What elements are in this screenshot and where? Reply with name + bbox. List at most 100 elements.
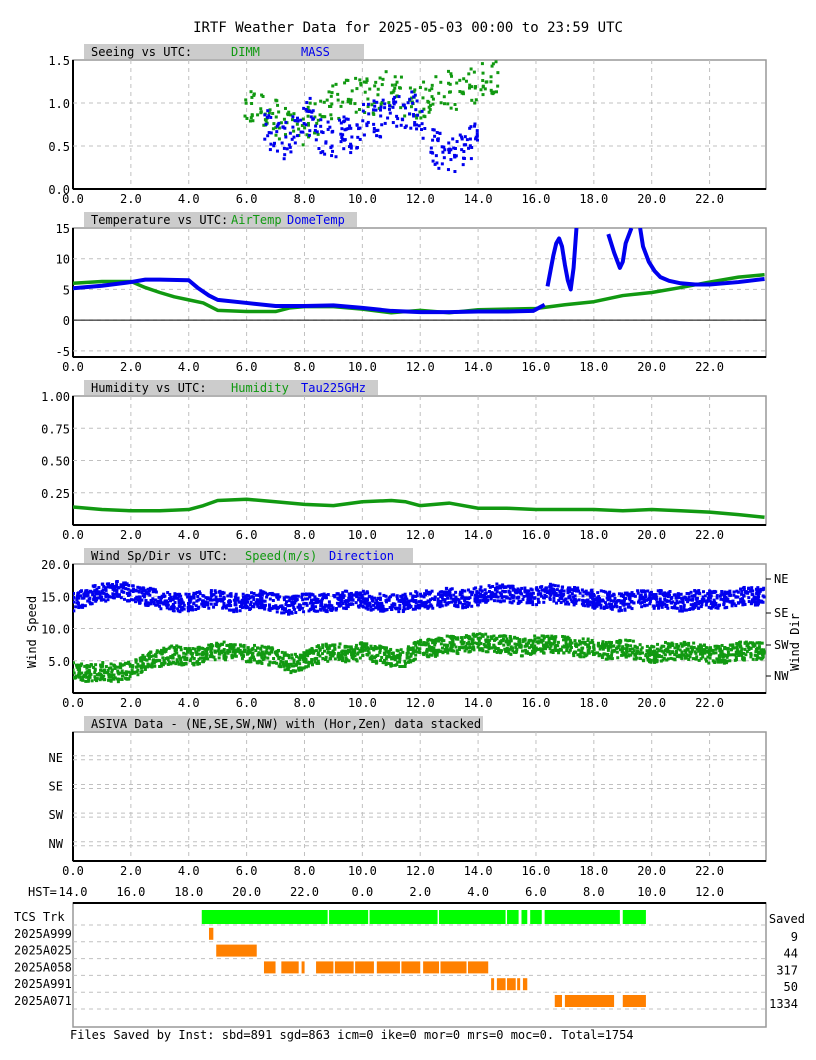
seeing-mass-point xyxy=(433,162,437,166)
seeing-dimm-point xyxy=(489,75,493,79)
seeing-mass-point xyxy=(469,125,473,129)
wind-direction-point xyxy=(750,586,754,590)
wind-speedms-point xyxy=(276,649,280,653)
wind-direction-point xyxy=(487,595,491,599)
seeing-x-tick-label: 0.0 xyxy=(62,192,84,206)
wind-direction-point xyxy=(180,608,184,612)
wind-direction-point xyxy=(580,588,584,592)
seeing-mass-point xyxy=(341,137,345,141)
wind-direction-point xyxy=(484,595,488,599)
wind-direction-point xyxy=(648,594,652,598)
wind-direction-point xyxy=(77,605,81,609)
wind-direction-point xyxy=(168,592,172,596)
wind-direction-point xyxy=(703,594,707,598)
wind-direction-point xyxy=(395,594,399,598)
seeing-mass-point xyxy=(475,138,479,142)
wind-direction-point xyxy=(439,603,443,607)
instrument-activity-block xyxy=(491,978,495,991)
wind-direction-point xyxy=(687,595,691,599)
wind-direction-point xyxy=(562,589,566,593)
wind-direction-point xyxy=(710,590,714,594)
wind-speedms-point xyxy=(446,648,450,652)
wind-speedms-point xyxy=(596,651,600,655)
wind-direction-point xyxy=(423,605,427,609)
wind-speedms-point xyxy=(331,649,335,653)
wind-speedms-point xyxy=(492,634,496,638)
wind-speedms-point xyxy=(238,651,242,655)
seeing-dimm-point xyxy=(349,98,353,102)
wind-speedms-point xyxy=(471,638,475,642)
wind-direction-point xyxy=(489,595,493,599)
humidity-header-bg xyxy=(84,380,378,395)
wind-speedms-point xyxy=(720,643,724,647)
wind-speedms-point xyxy=(147,657,151,661)
wind-speedms-point xyxy=(618,641,622,645)
seeing-dimm-point xyxy=(279,121,283,125)
wind-speedms-point xyxy=(239,644,243,648)
wind-direction-point xyxy=(284,595,288,599)
wind-direction-point xyxy=(536,592,540,596)
wind-speedms-point xyxy=(286,662,290,666)
wind-direction-point xyxy=(503,585,507,589)
wind-direction-point xyxy=(324,596,328,600)
wind-speedms-point xyxy=(437,636,441,640)
wind-direction-point xyxy=(468,590,472,594)
temperature-plot: 0.0 2.0 4.0 6.0 8.0 10.0 12.0 14.0 16.0 18.0 20.0 2… xyxy=(56,222,767,374)
wind-direction-point xyxy=(426,592,430,596)
wind-direction-point xyxy=(740,597,744,601)
wind-direction-point xyxy=(321,605,325,609)
wind-speedms-point xyxy=(79,678,83,682)
wind-direction-point xyxy=(585,598,589,602)
wind-speedms-point xyxy=(453,636,457,640)
wind-direction-point xyxy=(460,591,464,595)
seeing-dimm-point xyxy=(292,112,296,116)
wind-direction-point xyxy=(753,600,757,604)
wind-speedms-point xyxy=(77,671,81,675)
wind-direction-point xyxy=(312,598,316,602)
wind-direction-point xyxy=(104,587,108,591)
wind-speedms-point xyxy=(200,653,204,657)
wind-speedms-point xyxy=(230,644,234,648)
seeing-mass-point xyxy=(394,100,398,104)
seeing-dimm-point xyxy=(365,77,369,81)
wind-direction-point xyxy=(608,602,612,606)
temperature-x-tick-label: 14.0 xyxy=(464,360,493,374)
wind-speedms-point xyxy=(271,661,275,665)
wind-direction-point xyxy=(515,591,519,595)
wind-direction-point xyxy=(582,601,586,605)
wind-speedms-point xyxy=(541,634,545,638)
wind-speedms-point xyxy=(397,655,401,659)
wind-direction-point xyxy=(304,592,308,596)
wind-direction-point xyxy=(449,596,453,600)
seeing-mass-point xyxy=(458,133,462,137)
wind-speedms-point xyxy=(660,655,664,659)
wind-speedms-point xyxy=(472,648,476,652)
wind-direction-point xyxy=(475,597,479,601)
wind-direction-point xyxy=(545,591,549,595)
wind-speedms-point xyxy=(451,637,455,641)
wind-speedms-point xyxy=(381,661,385,665)
wind-speedms-point xyxy=(244,660,248,664)
wind-direction-point xyxy=(268,606,272,610)
wind-direction-point xyxy=(194,604,198,608)
wind-speedms-point xyxy=(99,668,103,672)
wind-speedms-point xyxy=(550,649,554,653)
wind-speedms-point xyxy=(586,645,590,649)
wind-direction-point xyxy=(574,599,578,603)
wind-speedms-point xyxy=(505,646,509,650)
seeing-mass-point xyxy=(374,108,378,112)
seeing-mass-point xyxy=(272,144,276,148)
wind-speedms-point xyxy=(697,645,701,649)
wind-speedms-point xyxy=(731,653,735,657)
wind-speedms-point xyxy=(519,643,523,647)
wind-direction-point xyxy=(134,600,138,604)
seeing-mass-point xyxy=(319,124,323,128)
wind-direction-point xyxy=(610,607,614,611)
seeing-mass-point xyxy=(462,156,466,160)
wind-speedms-point xyxy=(407,655,411,659)
wind-speedms-point xyxy=(227,643,231,647)
wind-speedms-point xyxy=(734,650,738,654)
seeing-mass-point xyxy=(289,150,293,154)
seeing-mass-point xyxy=(442,145,446,149)
seeing-mass-point xyxy=(431,151,435,155)
